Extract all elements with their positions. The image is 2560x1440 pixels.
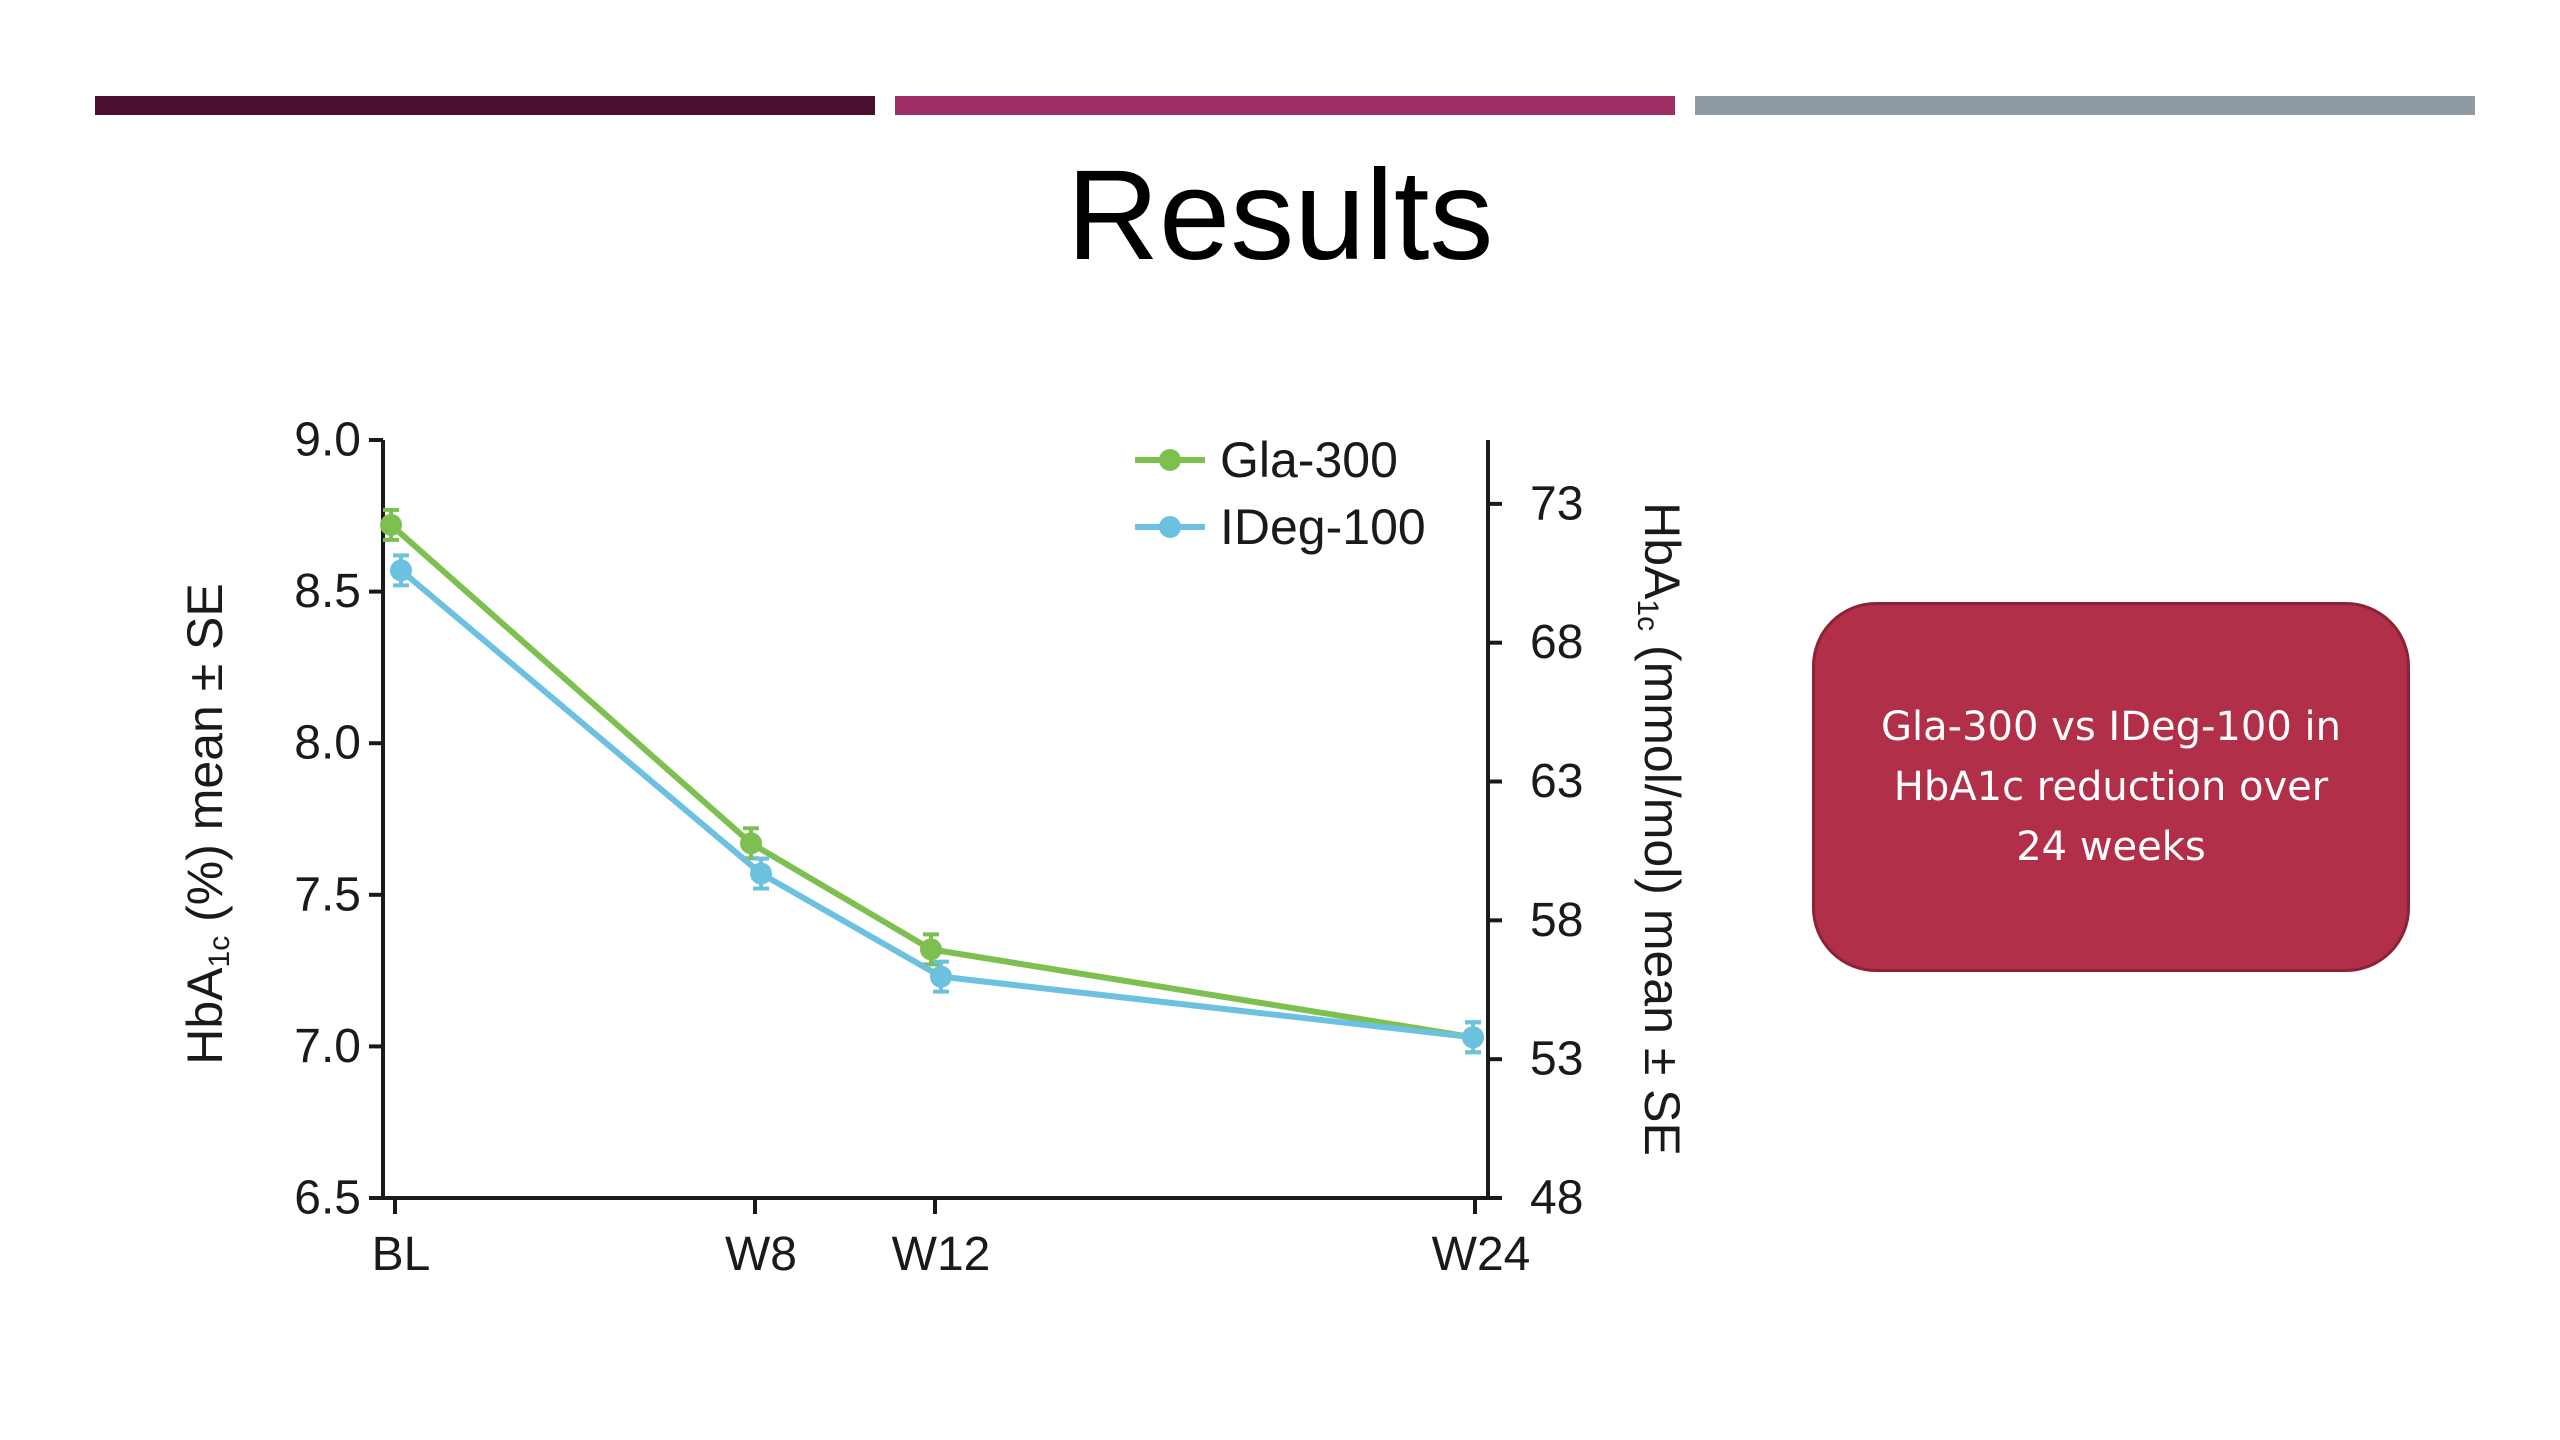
- left-tick-label: 8.5: [294, 565, 361, 618]
- x-tick-label: W8: [725, 1228, 797, 1281]
- left-axis-title: HbA1c (%) mean ± SE: [177, 583, 236, 1065]
- right-tick-label: 53: [1530, 1033, 1583, 1086]
- accent-bar-3: [1695, 96, 2475, 115]
- data-point: [930, 965, 952, 988]
- series-line-ideg-100: [399, 568, 1474, 1041]
- callout-text: Gla-300 vs IDeg-100 in HbA1c reduction o…: [1881, 704, 2341, 870]
- callout-box: Gla-300 vs IDeg-100 in HbA1c reduction o…: [1812, 602, 2410, 972]
- x-tick-label: W12: [892, 1228, 991, 1281]
- accent-bar-1: [95, 96, 875, 115]
- series-line-gla-300: [389, 522, 1474, 1041]
- legend-marker: [1159, 449, 1181, 471]
- data-point: [920, 938, 942, 961]
- x-tick-label: W24: [1432, 1228, 1531, 1281]
- data-point: [380, 513, 402, 536]
- slide-title: Results: [1066, 144, 1494, 287]
- data-point: [750, 862, 772, 885]
- right-tick-label: 68: [1530, 616, 1583, 669]
- left-tick-label: 6.5: [294, 1172, 361, 1225]
- data-point: [1462, 1026, 1484, 1049]
- right-axis-title: HbA1c (mmol/mol) mean ± SE: [1632, 502, 1691, 1156]
- legend-marker: [1159, 516, 1181, 538]
- right-tick-label: 73: [1530, 477, 1583, 530]
- legend-label: IDeg-100: [1220, 499, 1426, 555]
- left-tick-label: 7.5: [294, 868, 361, 921]
- data-point: [740, 832, 762, 855]
- left-tick-label: 7.0: [294, 1020, 361, 1073]
- accent-bar-2: [895, 96, 1675, 115]
- data-point: [390, 559, 412, 582]
- right-tick-label: 48: [1530, 1172, 1583, 1225]
- right-tick-label: 63: [1530, 755, 1583, 808]
- x-tick-label: BL: [372, 1228, 431, 1281]
- left-tick-label: 9.0: [294, 414, 361, 467]
- right-tick-label: 58: [1530, 894, 1583, 947]
- legend-label: Gla-300: [1220, 432, 1398, 488]
- left-tick-label: 8.0: [294, 717, 361, 770]
